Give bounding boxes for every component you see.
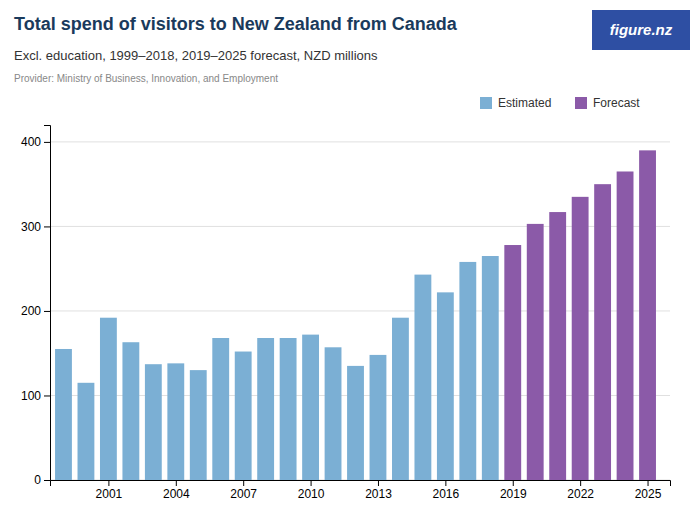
tick-label: 2022 — [567, 487, 594, 501]
legend-item: Forecast — [575, 96, 640, 110]
y-tick: 100 — [21, 389, 50, 403]
x-tick: 2013 — [365, 480, 392, 501]
bar — [122, 342, 139, 480]
legend-item: Estimated — [480, 96, 551, 110]
axis-line — [51, 481, 671, 487]
bar — [167, 363, 184, 480]
tick-label: 2001 — [96, 487, 123, 501]
x-axis: 2001 2004 2007 2010 2013 2016 2019 2022 2025 — [51, 480, 671, 501]
bars — [55, 150, 656, 480]
tick-label: 2010 — [298, 487, 325, 501]
y-tick: 300 — [21, 220, 50, 234]
x-tick: 2019 — [500, 480, 527, 501]
tick-label: 100 — [21, 389, 41, 403]
bar — [78, 383, 95, 480]
provider: Provider: Ministry of Business, Innovati… — [14, 73, 278, 84]
bar — [280, 338, 297, 480]
bar — [414, 275, 431, 480]
tick-label: 2025 — [635, 487, 662, 501]
axis-line — [44, 126, 51, 481]
tick-label: 400 — [21, 135, 41, 149]
tick-label: 300 — [21, 220, 41, 234]
x-tick: 2007 — [230, 480, 257, 501]
x-tick: 2016 — [433, 480, 460, 501]
legend: Estimated Forecast — [480, 96, 640, 110]
bar — [302, 335, 319, 480]
grid-line — [50, 141, 670, 142]
x-tick: 2001 — [96, 480, 123, 501]
subtitle: Excl. education, 1999–2018, 2019–2025 fo… — [14, 48, 378, 63]
bar — [347, 366, 364, 480]
y-tick: 0 — [34, 473, 50, 487]
legend-swatch — [575, 97, 587, 109]
bar — [235, 352, 252, 480]
x-tick: 2025 — [635, 480, 662, 501]
bar — [549, 212, 566, 480]
title: Total spend of visitors to New Zealand f… — [14, 14, 458, 34]
tick-mark — [176, 480, 177, 486]
plot: 2001 2004 2007 2010 2013 2016 2019 2022 2025 0 100… — [21, 126, 671, 501]
tick-mark — [445, 480, 446, 486]
tick-mark — [243, 480, 244, 486]
tick-label: 2013 — [365, 487, 392, 501]
tick-mark — [513, 480, 514, 486]
bar — [572, 197, 589, 480]
bar — [145, 364, 162, 480]
logo: figure.nz — [592, 10, 690, 50]
bar — [639, 150, 656, 480]
tick-mark — [378, 480, 379, 486]
tick-mark — [44, 142, 50, 143]
tick-mark — [44, 311, 50, 312]
tick-label: 2007 — [230, 487, 257, 501]
tick-label: 2004 — [163, 487, 190, 501]
tick-mark — [648, 480, 649, 486]
legend-label: Forecast — [593, 96, 640, 110]
bar — [370, 355, 387, 480]
logo-text: figure.nz — [610, 21, 673, 38]
bar — [212, 338, 229, 480]
bar — [392, 318, 409, 480]
bar — [437, 292, 454, 480]
tick-mark — [580, 480, 581, 486]
bar — [190, 370, 207, 480]
chart: Total spend of visitors to New Zealand f… — [0, 0, 700, 525]
x-tick: 2004 — [163, 480, 190, 501]
bar — [482, 256, 499, 480]
tick-label: 2019 — [500, 487, 527, 501]
tick-mark — [44, 395, 50, 396]
bar — [257, 338, 274, 480]
tick-mark — [108, 480, 109, 486]
bar — [325, 347, 342, 480]
tick-label: 200 — [21, 304, 41, 318]
tick-mark — [311, 480, 312, 486]
logo-box — [592, 10, 690, 50]
tick-label: 2016 — [433, 487, 460, 501]
legend-swatch — [480, 97, 492, 109]
y-axis: 0 100 200 300 400 — [21, 126, 51, 488]
grid — [50, 142, 670, 480]
bar — [504, 245, 521, 480]
bar — [594, 184, 611, 480]
y-tick: 400 — [21, 135, 50, 149]
bar — [459, 262, 476, 480]
x-tick: 2010 — [298, 480, 325, 501]
legend-label: Estimated — [498, 96, 551, 110]
tick-mark — [44, 226, 50, 227]
bar — [617, 171, 634, 480]
bar — [100, 318, 117, 480]
x-tick: 2022 — [567, 480, 594, 501]
y-tick: 200 — [21, 304, 50, 318]
bar — [55, 349, 72, 480]
tick-mark — [44, 480, 50, 481]
bar — [527, 224, 544, 480]
tick-label: 0 — [34, 473, 41, 487]
